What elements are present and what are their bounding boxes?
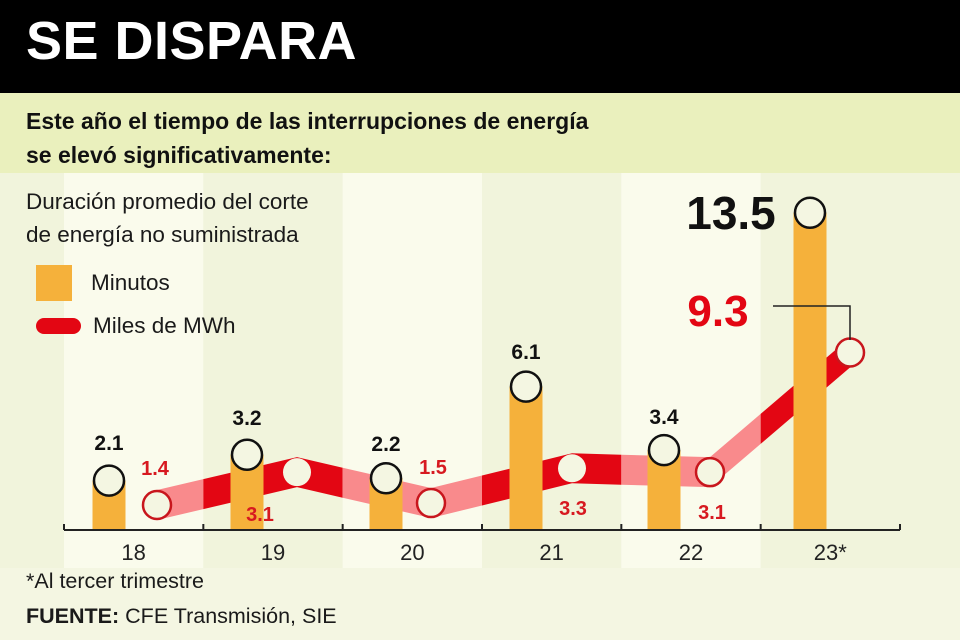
footnote: *Al tercer trimestre bbox=[26, 569, 205, 593]
description-line-1: Duración promedio del corte bbox=[26, 189, 309, 214]
source: FUENTE: CFE Transmisión, SIE bbox=[26, 604, 337, 629]
x-tick-label: 23* bbox=[814, 540, 847, 565]
background-band bbox=[621, 173, 761, 568]
background-band bbox=[760, 173, 960, 568]
chart-description: Duración promedio del corte de energía n… bbox=[26, 185, 386, 251]
bar-point-marker bbox=[509, 370, 543, 403]
bar-point-marker bbox=[369, 462, 403, 495]
bar-data-label: 3.2 bbox=[232, 407, 261, 430]
line-point-marker bbox=[283, 458, 311, 487]
line-point-marker bbox=[694, 456, 726, 488]
line-data-label: 1.5 bbox=[419, 457, 447, 479]
bar-point-marker bbox=[793, 196, 827, 229]
line-data-label: 1.4 bbox=[141, 458, 170, 480]
description-line-2: de energía no suministrada bbox=[26, 222, 299, 247]
line-data-label: 3.1 bbox=[698, 502, 726, 524]
x-tick-label: 18 bbox=[121, 540, 145, 565]
leader-line bbox=[773, 305, 851, 340]
subtitle-line-2: se elevó significativamente: bbox=[26, 142, 332, 168]
source-text: CFE Transmisión, SIE bbox=[125, 604, 337, 628]
line-point-marker bbox=[834, 337, 866, 368]
bar-point-marker bbox=[647, 433, 681, 467]
line-data-label: 3.3 bbox=[559, 498, 587, 520]
bar bbox=[793, 212, 827, 530]
line-data-label: 3.1 bbox=[246, 504, 274, 526]
line-segment bbox=[572, 453, 622, 485]
header-bar: SE DISPARA bbox=[0, 0, 960, 93]
bar-point-marker bbox=[230, 438, 264, 472]
page-title: SE DISPARA bbox=[26, 11, 358, 71]
subtitle: Este año el tiempo de las interrupciones… bbox=[26, 104, 746, 172]
line-point-marker bbox=[558, 454, 586, 483]
x-tick-label: 21 bbox=[539, 540, 563, 565]
background-band bbox=[0, 173, 64, 568]
bar-data-label: 2.1 bbox=[94, 432, 124, 455]
subtitle-bar bbox=[0, 93, 960, 173]
background-band bbox=[482, 173, 622, 568]
legend-swatch-line bbox=[36, 318, 81, 334]
source-label: FUENTE: bbox=[26, 604, 120, 628]
legend-swatch-bar bbox=[36, 265, 72, 301]
chart: 18 19 20 21 22 23* 1.4 3.1 1.5 3.3 3.1 9.3 2.1 3.2 2.2… bbox=[0, 173, 960, 568]
bar-point-marker bbox=[92, 464, 126, 497]
bar-data-label: 3.4 bbox=[649, 406, 679, 429]
bar bbox=[509, 386, 543, 530]
x-tick-label: 22 bbox=[679, 540, 703, 565]
legend-label: Minutos bbox=[91, 270, 170, 295]
subtitle-line-1: Este año el tiempo de las interrupciones… bbox=[26, 108, 589, 134]
bar-data-label: 2.2 bbox=[371, 433, 400, 456]
legend-item-mwh: Miles de MWh bbox=[36, 313, 236, 339]
line-data-label: 9.3 bbox=[687, 287, 748, 336]
line-point-marker bbox=[141, 489, 173, 521]
bar-data-label: 13.5 bbox=[686, 187, 776, 239]
legend-item-minutos: Minutos bbox=[36, 265, 170, 301]
legend-label: Miles de MWh bbox=[93, 313, 236, 338]
line-point-marker bbox=[415, 487, 447, 519]
x-tick-label: 20 bbox=[400, 540, 424, 565]
x-tick-label: 19 bbox=[261, 540, 285, 565]
bar-data-label: 6.1 bbox=[511, 341, 541, 364]
